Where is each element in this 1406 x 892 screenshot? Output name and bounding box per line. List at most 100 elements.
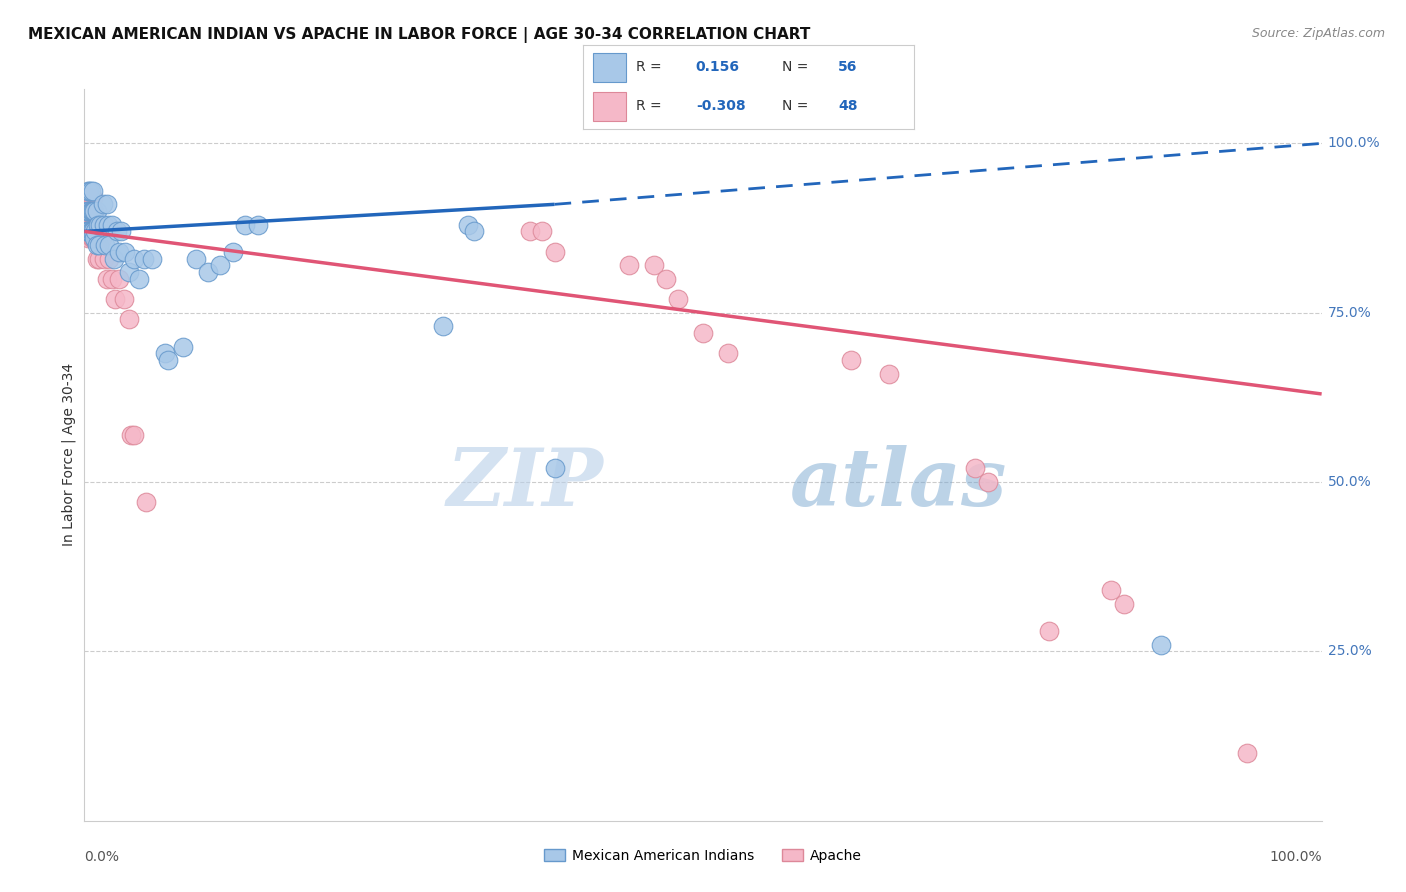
Point (77, 211, 100, 225)
Point (83, 204, 105, 219)
Point (79, 190, 101, 204)
Point (519, 224, 541, 238)
Point (197, 265, 219, 279)
Point (79, 184, 101, 198)
Point (543, 461, 565, 475)
Point (104, 292, 127, 306)
Point (877, 367, 900, 381)
Point (79, 224, 101, 238)
Point (100, 272, 122, 286)
Point (83, 231, 105, 245)
Point (80, 211, 103, 225)
Point (82, 224, 104, 238)
Point (79, 204, 101, 219)
Point (79, 184, 101, 198)
Point (118, 312, 141, 326)
Point (184, 252, 207, 266)
Point (666, 292, 689, 306)
Point (110, 224, 132, 238)
Point (543, 244, 565, 259)
Point (79, 211, 101, 225)
Point (94, 238, 117, 252)
Point (89, 238, 111, 252)
Text: 75.0%: 75.0% (1327, 306, 1372, 319)
Point (89, 218, 111, 232)
Point (86, 204, 108, 219)
Point (80, 204, 103, 219)
Legend: Mexican American Indians, Apache: Mexican American Indians, Apache (538, 844, 868, 869)
Point (108, 272, 131, 286)
Point (141, 252, 163, 266)
Point (83, 211, 105, 225)
Text: 25.0%: 25.0% (1327, 644, 1372, 658)
Point (841, 353, 863, 368)
Point (79, 224, 101, 238)
Point (1038, 624, 1060, 638)
Point (122, 427, 145, 442)
Point (96, 197, 118, 211)
Point (75, 224, 97, 238)
Point (79, 204, 101, 219)
Text: atlas: atlas (790, 445, 1007, 523)
Point (82, 184, 104, 198)
Point (128, 272, 150, 286)
Point (86, 238, 108, 252)
Point (457, 218, 479, 232)
Point (77, 204, 100, 219)
Point (82, 190, 104, 204)
Point (114, 244, 136, 259)
Point (157, 353, 180, 368)
Point (76, 224, 98, 238)
Y-axis label: In Labor Force | Age 30-34: In Labor Force | Age 30-34 (62, 363, 76, 547)
Point (98, 238, 121, 252)
Text: ZIP: ZIP (447, 445, 605, 523)
Text: R =: R = (637, 61, 662, 74)
Point (84, 231, 107, 245)
Point (432, 319, 454, 334)
Point (965, 461, 987, 475)
FancyBboxPatch shape (593, 54, 627, 82)
Text: N =: N = (782, 100, 808, 113)
Point (172, 340, 194, 354)
FancyBboxPatch shape (593, 92, 627, 120)
Text: 100.0%: 100.0% (1327, 136, 1381, 151)
Point (79, 211, 101, 225)
Text: 48: 48 (838, 100, 858, 113)
Point (209, 258, 232, 272)
Text: 56: 56 (838, 61, 858, 74)
Point (132, 252, 155, 266)
Point (93, 252, 115, 266)
Point (75, 190, 97, 204)
Point (77, 190, 100, 204)
Point (153, 346, 176, 360)
Point (112, 292, 135, 306)
Point (77, 224, 100, 238)
Point (77, 184, 100, 198)
Point (1112, 597, 1135, 611)
Point (692, 326, 714, 340)
Point (135, 495, 157, 509)
Point (87, 231, 110, 245)
Point (93, 218, 115, 232)
Point (1150, 638, 1173, 652)
Point (643, 258, 665, 272)
Point (80, 224, 103, 238)
Point (89, 252, 111, 266)
Text: R =: R = (637, 100, 662, 113)
Point (82, 204, 104, 219)
Point (82, 231, 104, 245)
Text: 100.0%: 100.0% (1270, 850, 1322, 863)
Text: 50.0%: 50.0% (1327, 475, 1372, 489)
Point (655, 272, 678, 286)
Point (96, 272, 118, 286)
Point (122, 252, 145, 266)
Point (87, 218, 110, 232)
Point (84, 224, 107, 238)
Point (76, 204, 98, 219)
Point (79, 190, 101, 204)
Point (1236, 746, 1258, 760)
Point (105, 224, 128, 238)
Point (98, 252, 121, 266)
Text: 0.0%: 0.0% (84, 850, 120, 863)
Point (100, 218, 122, 232)
